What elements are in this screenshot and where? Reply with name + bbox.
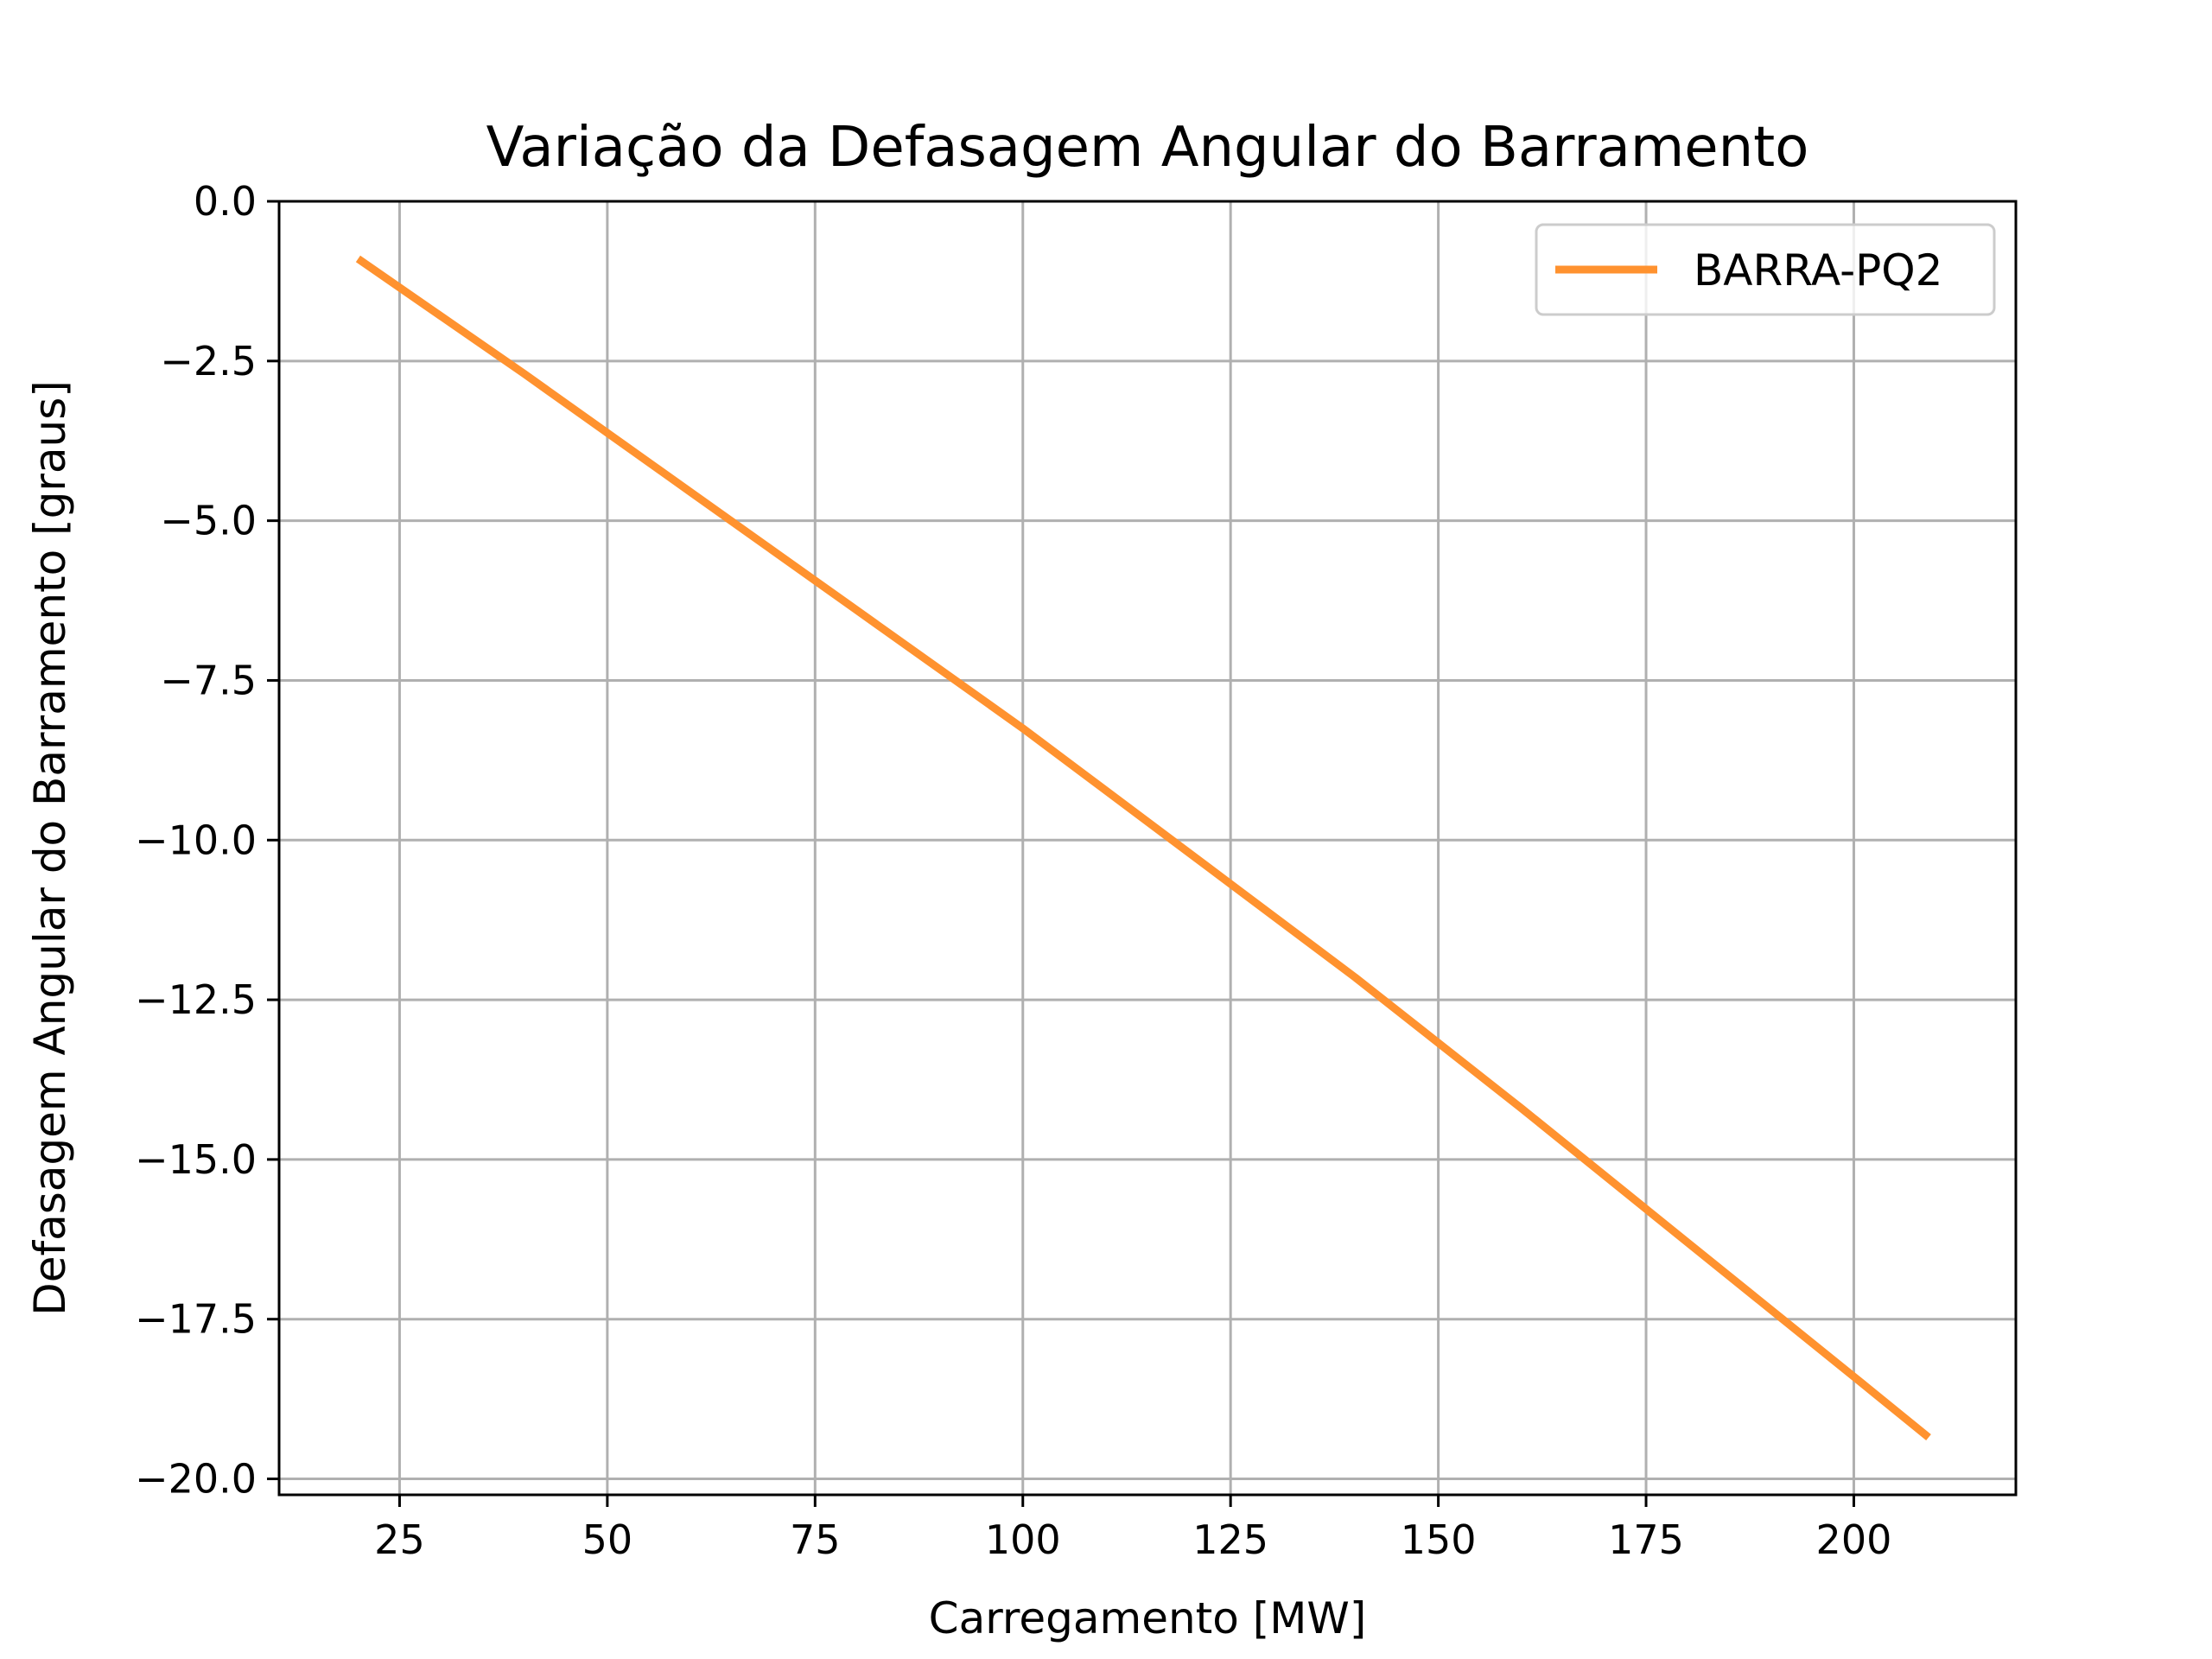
x-axis-label: Carregamento [MW] — [929, 1593, 1367, 1643]
y-tick-label: −10.0 — [135, 817, 257, 863]
y-tick-label: −20.0 — [135, 1456, 257, 1503]
x-tick-label: 200 — [1816, 1516, 1892, 1563]
x-tick-label: 125 — [1192, 1516, 1268, 1563]
y-tick-label: 0.0 — [194, 178, 257, 225]
y-tick-label: −2.5 — [160, 338, 257, 385]
x-tick-label: 50 — [582, 1516, 633, 1563]
y-tick-label: −12.5 — [135, 976, 257, 1023]
x-tick-label: 175 — [1608, 1516, 1684, 1563]
y-axis-label: Defasagem Angular do Barramento [graus] — [25, 380, 75, 1316]
chart-title: Variação da Defasagem Angular do Barrame… — [486, 116, 1809, 180]
x-tick-label: 25 — [374, 1516, 425, 1563]
y-tick-label: −17.5 — [135, 1296, 257, 1343]
y-tick-label: −7.5 — [160, 657, 257, 703]
legend-label: BARRA-PQ2 — [1694, 245, 1942, 296]
ticks: 25 50 75 100 125 150 175 200 0.0 −2.5 −5.0 −7.5 −10.… — [135, 178, 1891, 1563]
plot-frame — [277, 200, 2018, 1497]
x-tick-label: 100 — [985, 1516, 1061, 1563]
legend-box — [1535, 223, 1996, 316]
x-tick-label: 150 — [1401, 1516, 1477, 1563]
x-tick-label: 75 — [790, 1516, 841, 1563]
y-tick-label: −5.0 — [160, 498, 257, 544]
series-line — [355, 255, 1931, 1440]
legend: BARRA-PQ2 — [1535, 223, 1996, 316]
y-tick-label: −15.0 — [135, 1136, 257, 1183]
series-layer — [355, 255, 1931, 1440]
